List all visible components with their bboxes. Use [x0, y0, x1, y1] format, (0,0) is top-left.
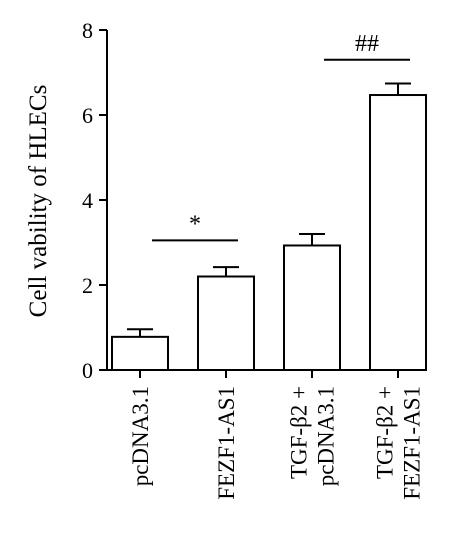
- bar: [369, 94, 427, 372]
- y-tick-label: 2: [82, 273, 93, 298]
- y-tick-label: 6: [82, 103, 93, 128]
- bar: [283, 244, 341, 372]
- x-tick-label: pcDNA3.1: [128, 386, 153, 486]
- x-tick-labels: pcDNA3.1 FEZF1-AS1 TGF-β2 +pcDNA3.1 TGF-β2 …: [128, 386, 425, 500]
- y-tick-label: 4: [82, 188, 93, 213]
- bars: [111, 82, 427, 372]
- significance-annotations: * ##: [152, 31, 410, 242]
- y-tick-label: 0: [82, 358, 93, 383]
- significance-marker: *: [189, 211, 201, 237]
- x-tick-label: TGF-β2 +FEZF1-AS1: [373, 386, 425, 500]
- x-tick-label: TGF-β2 +pcDNA3.1: [287, 386, 339, 486]
- bar: [111, 335, 169, 372]
- y-tick-label: 8: [82, 18, 93, 43]
- y-axis-label: Cell vability of HLECs: [25, 85, 52, 318]
- significance-marker: ##: [355, 31, 379, 57]
- x-tick-label: FEZF1-AS1: [214, 386, 239, 500]
- bar: [197, 275, 255, 371]
